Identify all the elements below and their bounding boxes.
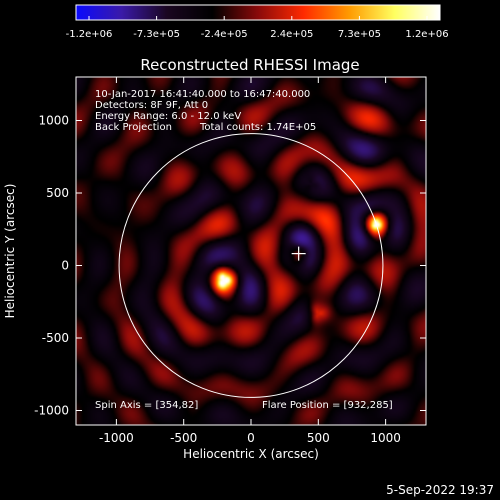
y-axis-label: Heliocentric Y (arcsec) (3, 184, 17, 319)
solar-limb (118, 133, 384, 398)
y-tick-label: -1000 (34, 404, 69, 418)
x-tick-label: -1000 (99, 431, 134, 445)
x-axis-label: Heliocentric X (arcsec) (183, 447, 319, 461)
axis-ticks: -1000 -500 0 500 1000 -1000 -500 0 500 1000 (34, 77, 426, 445)
colorbar-tick-label: 2.4e+05 (270, 29, 313, 40)
x-tick-label: 500 (307, 431, 330, 445)
heatmap-image (76, 77, 426, 425)
chart-title: Reconstructed RHESSI Image (140, 56, 359, 74)
flare-position-label: Flare Position = [932,285] (262, 400, 393, 411)
energy-range: Energy Range: 6.0 - 12.0 keV (95, 111, 241, 122)
spin-axis-label: Spin Axis = [354,82] (95, 400, 198, 411)
footer-timestamp: 5-Sep-2022 19:37 (386, 483, 494, 497)
colorbar-ticks: -1.2e+06 -7.3e+05 -2.4e+05 2.4e+05 7.3e+05 1.… (66, 16, 449, 40)
y-tick-label: 0 (61, 259, 69, 273)
colorbar-tick-label: 7.3e+05 (338, 29, 381, 40)
y-tick-label: -500 (42, 331, 69, 345)
x-tick-label: 0 (247, 431, 255, 445)
x-tick-label: 1000 (370, 431, 401, 445)
colorbar-tick-label: 1.2e+06 (405, 29, 448, 40)
method: Back Projection (95, 122, 172, 133)
detectors: Detectors: 8F 9F, Att 0 (95, 100, 208, 111)
annotations: 10-Jan-2017 16:41:40.000 to 16:47:40.000… (95, 89, 393, 411)
time-range: 10-Jan-2017 16:41:40.000 to 16:47:40.000 (95, 89, 310, 100)
spin-axis-marker (291, 246, 306, 261)
y-tick-label: 1000 (38, 114, 69, 128)
colorbar-tick-label: -1.2e+06 (66, 29, 113, 40)
x-tick-label: -500 (170, 431, 197, 445)
colorbar-tick-label: -7.3e+05 (133, 29, 180, 40)
colorbar-bar (75, 4, 441, 21)
colorbar: -1.2e+06 -7.3e+05 -2.4e+05 2.4e+05 7.3e+05 1.… (66, 4, 449, 40)
y-tick-label: 500 (46, 186, 69, 200)
colorbar-tick-label: -2.4e+05 (201, 29, 248, 40)
heatmap-area (76, 77, 426, 425)
total-counts: Total counts: 1.74E+05 (199, 122, 316, 133)
